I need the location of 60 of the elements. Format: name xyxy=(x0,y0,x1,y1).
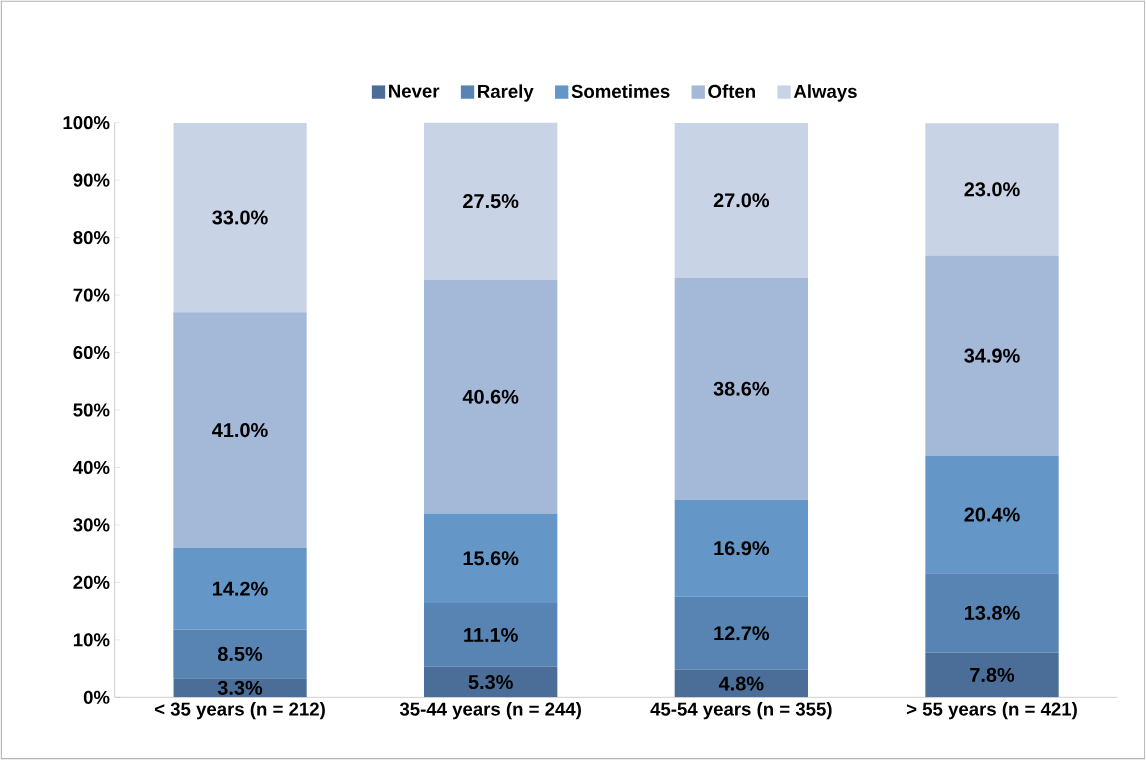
bar xyxy=(424,122,558,281)
legend-label: Often xyxy=(708,84,755,99)
data-label: 34.9% xyxy=(964,348,1020,363)
x-tick-label: < 35 years (n = 212) xyxy=(154,702,325,720)
data-label: 27.5% xyxy=(463,194,519,209)
data-label: 23.0% xyxy=(964,182,1020,197)
y-tick-label: 80% xyxy=(73,230,110,245)
data-label: 20.4% xyxy=(964,507,1020,522)
data-label: 15.6% xyxy=(463,551,519,566)
bar xyxy=(674,277,809,500)
bar xyxy=(925,652,1059,698)
bar xyxy=(925,123,1059,256)
y-tick-label: 20% xyxy=(73,575,110,589)
data-label: 8.5% xyxy=(217,646,263,661)
data-label: 4.8% xyxy=(718,676,764,691)
y-tick-label: 0% xyxy=(83,690,110,704)
data-label: 33.0% xyxy=(212,210,268,225)
x-tick-label: 35-44 years (n = 244) xyxy=(399,702,581,720)
bar xyxy=(424,513,558,604)
data-label: 12.7% xyxy=(714,626,770,641)
y-tick-label: 90% xyxy=(73,173,110,187)
legend-label: Sometimes xyxy=(571,84,670,99)
data-label: 40.6% xyxy=(462,389,519,404)
bar xyxy=(424,603,558,667)
bar xyxy=(173,629,307,679)
x-tick-label: > 55 years (n = 421) xyxy=(906,702,1077,720)
bar xyxy=(674,499,809,597)
y-tick-label: 30% xyxy=(73,518,110,532)
data-label: 16.9% xyxy=(714,541,770,556)
y-tick-label: 10% xyxy=(73,633,110,647)
bar xyxy=(173,678,307,698)
data-label: 38.6% xyxy=(713,381,770,396)
bar xyxy=(173,122,307,313)
bar xyxy=(674,596,809,670)
bar xyxy=(925,455,1059,574)
bar xyxy=(674,122,809,278)
data-label: 5.3% xyxy=(468,675,513,690)
y-tick-label: 70% xyxy=(73,288,110,302)
bar xyxy=(925,573,1059,653)
data-label: 7.8% xyxy=(970,667,1015,682)
y-tick-label: 100% xyxy=(63,116,110,130)
data-label: 13.8% xyxy=(965,605,1020,620)
data-label: 14.2% xyxy=(213,581,268,596)
bar xyxy=(424,666,558,698)
legend-label: Rarely xyxy=(478,84,534,102)
y-tick-label: 40% xyxy=(73,460,110,475)
data-label: 27.0% xyxy=(713,193,770,208)
bar xyxy=(424,280,558,514)
data-label: 11.1% xyxy=(464,627,518,642)
legend-label: Never xyxy=(389,84,440,98)
bar xyxy=(674,669,809,698)
y-tick-label: 50% xyxy=(73,403,110,417)
bar xyxy=(173,547,307,630)
data-label: 3.3% xyxy=(217,680,263,695)
x-tick-label: 45-54 years (n = 355) xyxy=(650,702,832,720)
data-label: 41.0% xyxy=(212,423,268,438)
legend-label: Always xyxy=(793,84,857,102)
y-tick-label: 60% xyxy=(73,345,110,360)
bar xyxy=(925,255,1059,456)
bar xyxy=(173,312,307,548)
